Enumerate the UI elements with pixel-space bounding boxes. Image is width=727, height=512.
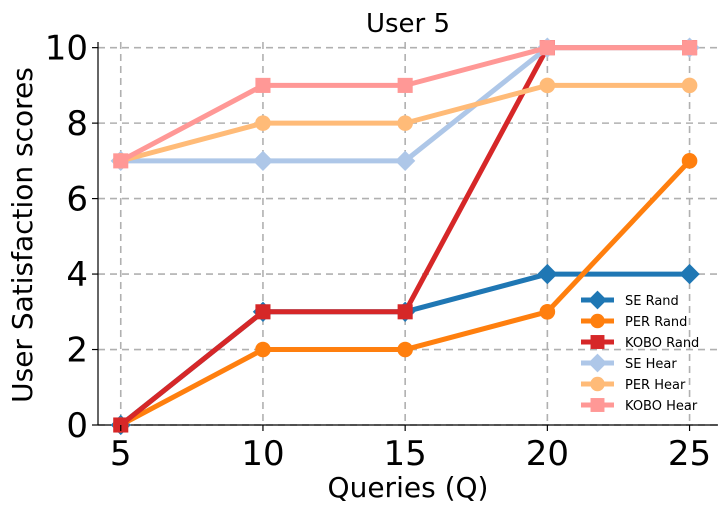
data-point-per-hear: [397, 115, 413, 131]
x-tick-label: 10: [241, 434, 284, 474]
legend-label: SE Hear: [625, 357, 677, 372]
legend-label: PER Hear: [625, 378, 686, 393]
x-tick-label: 15: [384, 434, 427, 474]
legend-marker: [588, 353, 607, 373]
legend-marker: [590, 398, 605, 412]
axes: [97, 42, 718, 426]
legend: SE Rand PER Rand KOBO Rand SE Hear PER Hear K…: [581, 290, 699, 414]
data-point-kobo-hear: [113, 153, 129, 169]
legend-label: PER Rand: [625, 315, 687, 330]
chart-title: User 5: [366, 9, 450, 39]
y-axis-label: User Satisfaction scores: [6, 67, 39, 403]
data-point-kobo-rand: [255, 304, 271, 320]
tick-labels: 5 10 15 20 25 0 2 4 6 8 10: [45, 29, 711, 474]
data-point-per-rand: [255, 341, 271, 358]
data-point-se-hear: [252, 150, 274, 172]
legend-marker: [590, 313, 605, 329]
legend-entry-per-hear: PER Hear: [581, 376, 686, 393]
data-point-per-hear: [681, 77, 698, 94]
data-point-se-rand: [679, 263, 700, 285]
series-kobo-hear: [113, 40, 698, 169]
data-point-per-hear: [255, 115, 271, 131]
data-point-kobo-hear: [397, 77, 413, 93]
legend-entry-per-rand: PER Rand: [581, 313, 687, 330]
x-tick-label: 25: [668, 434, 711, 474]
legend-label: KOBO Hear: [625, 399, 698, 414]
legend-label: SE Rand: [625, 294, 679, 309]
data-point-kobo-hear: [255, 77, 271, 93]
y-tick-label: 2: [66, 331, 88, 371]
data-point-per-rand: [539, 303, 556, 320]
data-point-se-hear: [395, 150, 416, 172]
y-tick-label: 0: [66, 406, 88, 446]
legend-entry-se-rand: SE Rand: [581, 290, 679, 310]
x-tick-label: 5: [110, 434, 132, 474]
legend-entry-kobo-hear: KOBO Hear: [581, 398, 698, 414]
data-point-per-rand: [681, 153, 698, 169]
legend-marker: [590, 376, 605, 392]
series-layer: [110, 37, 700, 436]
data-point-kobo-hear: [682, 40, 698, 56]
data-point-per-hear: [539, 77, 556, 94]
y-tick-label: 4: [66, 255, 88, 295]
legend-marker: [590, 335, 605, 349]
data-point-se-rand: [537, 263, 558, 285]
data-point-kobo-hear: [539, 40, 555, 56]
x-tick-label: 20: [526, 434, 569, 474]
legend-label: KOBO Rand: [625, 336, 699, 351]
data-point-kobo-rand: [397, 304, 413, 320]
legend-entry-kobo-rand: KOBO Rand: [581, 335, 699, 351]
legend-entry-se-hear: SE Hear: [581, 353, 677, 373]
x-axis-label: Queries (Q): [328, 471, 489, 504]
y-tick-label: 6: [66, 180, 88, 220]
legend-marker: [588, 290, 607, 310]
y-tick-label: 8: [66, 104, 88, 144]
y-tick-label: 10: [45, 29, 88, 69]
data-point-per-rand: [397, 341, 413, 358]
